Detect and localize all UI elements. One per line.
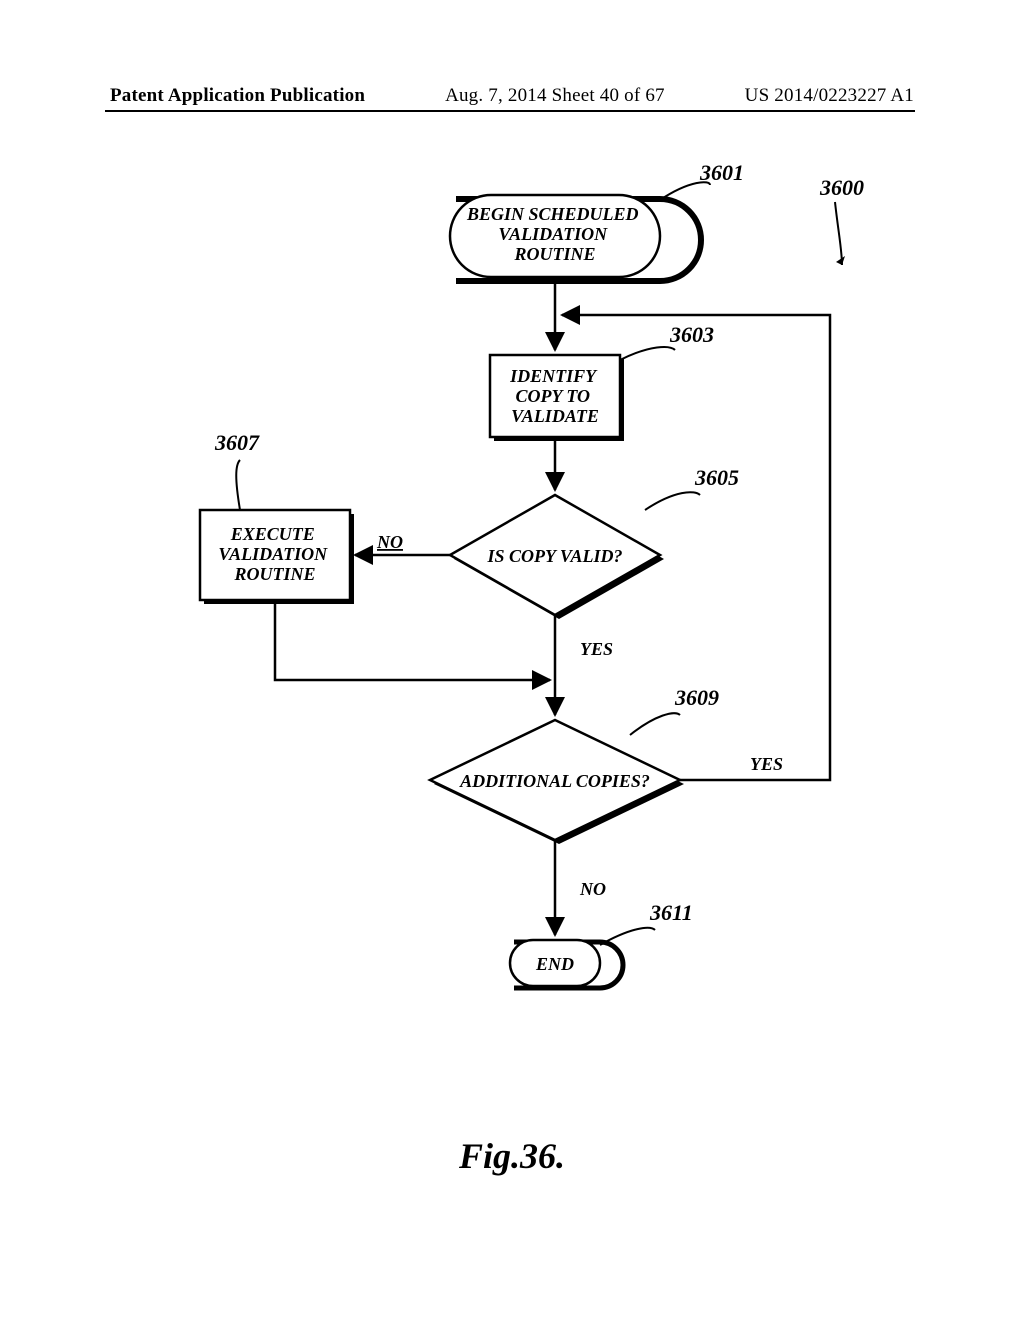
edge-label-yes1: YES	[580, 639, 613, 659]
node-end: END	[510, 940, 623, 988]
start-line2: VALIDATION	[498, 224, 608, 244]
more-text: ADDITIONAL COPIES?	[459, 771, 650, 791]
node-valid-decision: IS COPY VALID?	[450, 495, 664, 619]
header-left: Patent Application Publication	[110, 85, 365, 107]
ref-3603: 3603	[669, 322, 714, 347]
ref-3600: 3600	[819, 175, 864, 200]
exec-line3: ROUTINE	[233, 564, 315, 584]
identify-line1: IDENTIFY	[509, 366, 598, 386]
ref-3609: 3609	[674, 685, 719, 710]
edge-label-no2: NO	[579, 879, 606, 899]
page-header: Patent Application Publication Aug. 7, 2…	[0, 85, 1024, 107]
header-right: US 2014/0223227 A1	[745, 85, 914, 107]
svg-text:IDENTIFY COPY TO V: IDENTIFY COPY TO VALIDATE	[509, 366, 600, 426]
ref-3607: 3607	[214, 430, 260, 455]
start-line1: BEGIN SCHEDULED	[466, 204, 639, 224]
figure-caption: Fig.36.	[0, 1135, 1024, 1177]
start-line3: ROUTINE	[513, 244, 595, 264]
svg-text:EXECUTE VALIDATION: EXECUTE VALIDATION ROUTINE	[218, 524, 331, 584]
header-rule	[105, 110, 915, 112]
exec-line2: VALIDATION	[218, 544, 328, 564]
identify-line3: VALIDATE	[511, 406, 599, 426]
node-more-decision: ADDITIONAL COPIES?	[430, 720, 684, 844]
edge-label-yes2: YES	[750, 754, 783, 774]
node-start: BEGIN SCHEDULED VALIDATION ROUTINE	[450, 195, 701, 281]
end-text: END	[535, 954, 574, 974]
node-execute: EXECUTE VALIDATION ROUTINE	[200, 510, 354, 604]
node-identify: IDENTIFY COPY TO VALIDATE	[490, 355, 624, 441]
identify-line2: COPY TO	[516, 386, 591, 406]
exec-line1: EXECUTE	[230, 524, 315, 544]
ref-3611: 3611	[649, 900, 693, 925]
flowchart: BEGIN SCHEDULED VALIDATION ROUTINE 3601 …	[100, 150, 930, 1050]
edge-label-no: NO	[376, 532, 403, 552]
valid-text: IS COPY VALID?	[486, 546, 622, 566]
ref-3605: 3605	[694, 465, 739, 490]
header-mid: Aug. 7, 2014 Sheet 40 of 67	[445, 85, 665, 107]
ref-3601: 3601	[699, 160, 744, 185]
